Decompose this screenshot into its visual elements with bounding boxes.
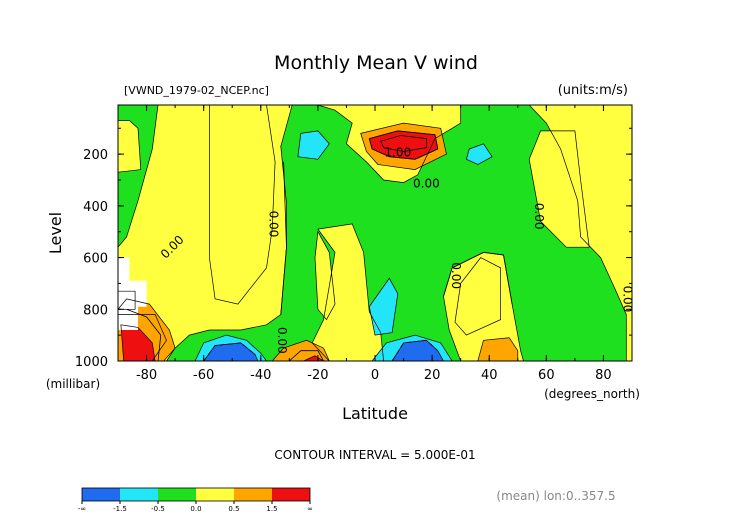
y-tick-label: 800	[83, 303, 108, 318]
plot-area	[117, 104, 633, 362]
region-green-2	[166, 105, 627, 361]
x-tick-label: 80	[595, 368, 612, 383]
y-unit-label: (millibar)	[46, 377, 100, 391]
chart-title: Monthly Mean V wind	[274, 52, 478, 74]
x-tick-label: -60	[193, 368, 214, 383]
contour-edge-6	[528, 130, 590, 248]
contour-edge-20	[120, 324, 156, 362]
contour-interval-label: CONTOUR INTERVAL = 5.000E-01	[274, 448, 475, 462]
region-light_blue-10	[297, 130, 330, 160]
contour-value-label: 0.00	[620, 286, 634, 313]
colorbar-label: -0.5	[151, 505, 165, 513]
contour-edge-10	[297, 130, 330, 160]
file-label: [VWND_1979-02_NCEP.nc]	[124, 84, 269, 97]
contour-line-4	[203, 342, 256, 362]
colorbar-swatch	[82, 488, 120, 501]
colorbar-swatch	[120, 488, 158, 501]
region-yellow-4	[209, 105, 276, 305]
region-red-20	[120, 324, 156, 361]
contour-labels: 1.000.000.000.000.000.000.000.00	[158, 146, 635, 354]
region-orange-23	[477, 337, 518, 361]
colorbar: -∞ -1.5 -0.5 0.0 0.5 1.5 ∞	[78, 487, 313, 513]
colorbar-label: 1.5	[266, 505, 277, 513]
region-red-22	[303, 355, 324, 361]
region-yellow-6	[529, 130, 590, 248]
units-label: (units:m/s)	[558, 83, 628, 98]
y-axis-ticks: 200 400 600 800 1000	[75, 127, 632, 370]
colorbar-label: ∞	[307, 505, 313, 513]
contour-value-label: 0.00	[275, 327, 289, 354]
x-unit-label: (degrees_north)	[544, 387, 640, 401]
colorbar-label: 0.0	[190, 505, 201, 513]
region-yellow-8	[455, 257, 501, 336]
contour-edge-17	[360, 122, 447, 170]
contour-line-1	[380, 135, 427, 152]
contour-value-label: 0.00	[413, 177, 440, 191]
x-axis-label: Latitude	[342, 404, 408, 423]
region-yellow-7	[118, 120, 141, 173]
contour-line-6	[126, 308, 162, 362]
colorbar-swatch	[272, 488, 310, 501]
contour-edge-5	[314, 230, 336, 321]
x-tick-label: -20	[307, 368, 328, 383]
contour-line-3	[443, 251, 513, 305]
contour-line-7	[289, 350, 324, 362]
y-tick-label: 200	[83, 148, 108, 163]
contour-line-0	[368, 130, 439, 160]
region-dark_blue-15	[203, 342, 258, 361]
colorbar-label: -∞	[78, 505, 86, 513]
region-dark_blue-16	[392, 340, 444, 361]
y-tick-label: 400	[83, 200, 108, 215]
contour-line-5	[391, 339, 439, 362]
contour-line-2	[280, 161, 287, 315]
x-tick-label: 40	[481, 368, 498, 383]
colorbar-label: -1.5	[113, 505, 127, 513]
contour-value-label: 0.00	[266, 211, 280, 238]
x-tick-label: -40	[250, 368, 271, 383]
colorbar-swatch	[234, 488, 272, 501]
region-light_blue-11	[466, 143, 493, 165]
contour-value-label: 0.00	[532, 203, 546, 230]
y-axis-label: Level	[46, 212, 65, 254]
y-tick-label: 1000	[75, 355, 108, 370]
colorbar-swatch	[158, 488, 196, 501]
y-tick-label: 600	[83, 252, 108, 267]
contour-value-label: 1.00	[384, 146, 411, 160]
x-tick-label: -80	[136, 368, 157, 383]
region-missing-24	[118, 257, 147, 330]
contour-edge-7	[117, 120, 142, 173]
x-tick-label: 0	[371, 368, 379, 383]
contour-edge-12	[368, 277, 399, 336]
contour-edge-11	[465, 143, 493, 165]
contour-value-label: 0.00	[449, 262, 463, 289]
x-tick-label: 60	[538, 368, 555, 383]
region-light_blue-12	[369, 278, 398, 336]
x-tick-label: 20	[424, 368, 441, 383]
contour-edge-8	[454, 257, 501, 336]
region-yellow-5	[315, 231, 335, 320]
x-axis-ticks: -80 -60 -40 -20 0 20 40 60 80	[117, 105, 633, 383]
contour-edge-4	[209, 104, 276, 305]
colorbar-label: 0.5	[228, 505, 239, 513]
footer-note: (mean) lon:0..357.5	[496, 489, 615, 503]
colorbar-swatch	[196, 488, 234, 501]
